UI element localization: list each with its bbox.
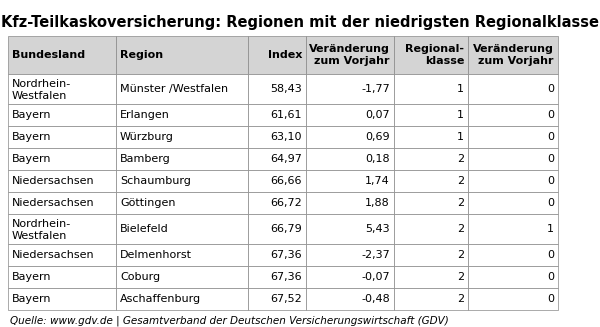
Text: 66,79: 66,79 (270, 224, 302, 234)
Text: 67,36: 67,36 (271, 272, 302, 282)
Text: 2: 2 (457, 224, 464, 234)
Text: Bayern: Bayern (12, 132, 52, 142)
Text: 2: 2 (457, 250, 464, 260)
Text: 0: 0 (547, 198, 554, 208)
Text: Kfz-Teilkaskoversicherung: Regionen mit der niedrigsten Regionalklasse: Kfz-Teilkaskoversicherung: Regionen mit … (1, 14, 599, 29)
Text: Bundesland: Bundesland (12, 50, 85, 60)
Text: Delmenhorst: Delmenhorst (120, 250, 192, 260)
Text: 2: 2 (457, 294, 464, 304)
Text: Bayern: Bayern (12, 272, 52, 282)
Text: 1: 1 (547, 224, 554, 234)
Text: Niedersachsen: Niedersachsen (12, 198, 95, 208)
Text: Niedersachsen: Niedersachsen (12, 176, 95, 186)
Text: 63,10: 63,10 (271, 132, 302, 142)
Text: Quelle: www.gdv.de | Gesamtverband der Deutschen Versicherungswirtschaft (GDV): Quelle: www.gdv.de | Gesamtverband der D… (10, 316, 449, 326)
Text: Index: Index (268, 50, 302, 60)
Text: 0: 0 (547, 250, 554, 260)
Text: 58,43: 58,43 (270, 84, 302, 94)
Text: Aschaffenburg: Aschaffenburg (120, 294, 201, 304)
Text: 67,52: 67,52 (270, 294, 302, 304)
Text: Regional-
klasse: Regional- klasse (405, 44, 464, 66)
Text: -2,37: -2,37 (361, 250, 390, 260)
Text: 0: 0 (547, 154, 554, 164)
Text: 0,07: 0,07 (365, 110, 390, 120)
Text: 61,61: 61,61 (271, 110, 302, 120)
Text: -1,77: -1,77 (361, 84, 390, 94)
Text: 0,18: 0,18 (365, 154, 390, 164)
Text: 0: 0 (547, 110, 554, 120)
Text: Bielefeld: Bielefeld (120, 224, 169, 234)
Text: 1,88: 1,88 (365, 198, 390, 208)
Text: 0: 0 (547, 272, 554, 282)
Text: Bamberg: Bamberg (120, 154, 171, 164)
Text: Bayern: Bayern (12, 294, 52, 304)
Text: 66,72: 66,72 (270, 198, 302, 208)
Text: 0: 0 (547, 294, 554, 304)
Text: 2: 2 (457, 154, 464, 164)
Text: -0,48: -0,48 (361, 294, 390, 304)
Text: Coburg: Coburg (120, 272, 160, 282)
Text: 5,43: 5,43 (365, 224, 390, 234)
Text: Schaumburg: Schaumburg (120, 176, 191, 186)
Text: 67,36: 67,36 (271, 250, 302, 260)
Text: 64,97: 64,97 (270, 154, 302, 164)
Text: 1: 1 (457, 84, 464, 94)
Text: 2: 2 (457, 176, 464, 186)
Text: Veränderung
zum Vorjahr: Veränderung zum Vorjahr (309, 44, 390, 66)
Text: 1: 1 (457, 110, 464, 120)
Text: Nordrhein-
Westfalen: Nordrhein- Westfalen (12, 219, 71, 241)
Text: Würzburg: Würzburg (120, 132, 174, 142)
Text: Bayern: Bayern (12, 110, 52, 120)
Text: 2: 2 (457, 272, 464, 282)
Text: Erlangen: Erlangen (120, 110, 170, 120)
Text: 2: 2 (457, 198, 464, 208)
Text: Göttingen: Göttingen (120, 198, 176, 208)
Text: Münster /Westfalen: Münster /Westfalen (120, 84, 228, 94)
Text: Veränderung
zum Vorjahr: Veränderung zum Vorjahr (473, 44, 554, 66)
Text: Niedersachsen: Niedersachsen (12, 250, 95, 260)
Text: 1,74: 1,74 (365, 176, 390, 186)
Text: 0: 0 (547, 176, 554, 186)
Text: -0,07: -0,07 (361, 272, 390, 282)
Text: Bayern: Bayern (12, 154, 52, 164)
Text: 0,69: 0,69 (365, 132, 390, 142)
Text: Region: Region (120, 50, 163, 60)
Text: Nordrhein-
Westfalen: Nordrhein- Westfalen (12, 79, 71, 101)
Text: 0: 0 (547, 84, 554, 94)
Text: 1: 1 (457, 132, 464, 142)
Text: 66,66: 66,66 (271, 176, 302, 186)
Text: 0: 0 (547, 132, 554, 142)
